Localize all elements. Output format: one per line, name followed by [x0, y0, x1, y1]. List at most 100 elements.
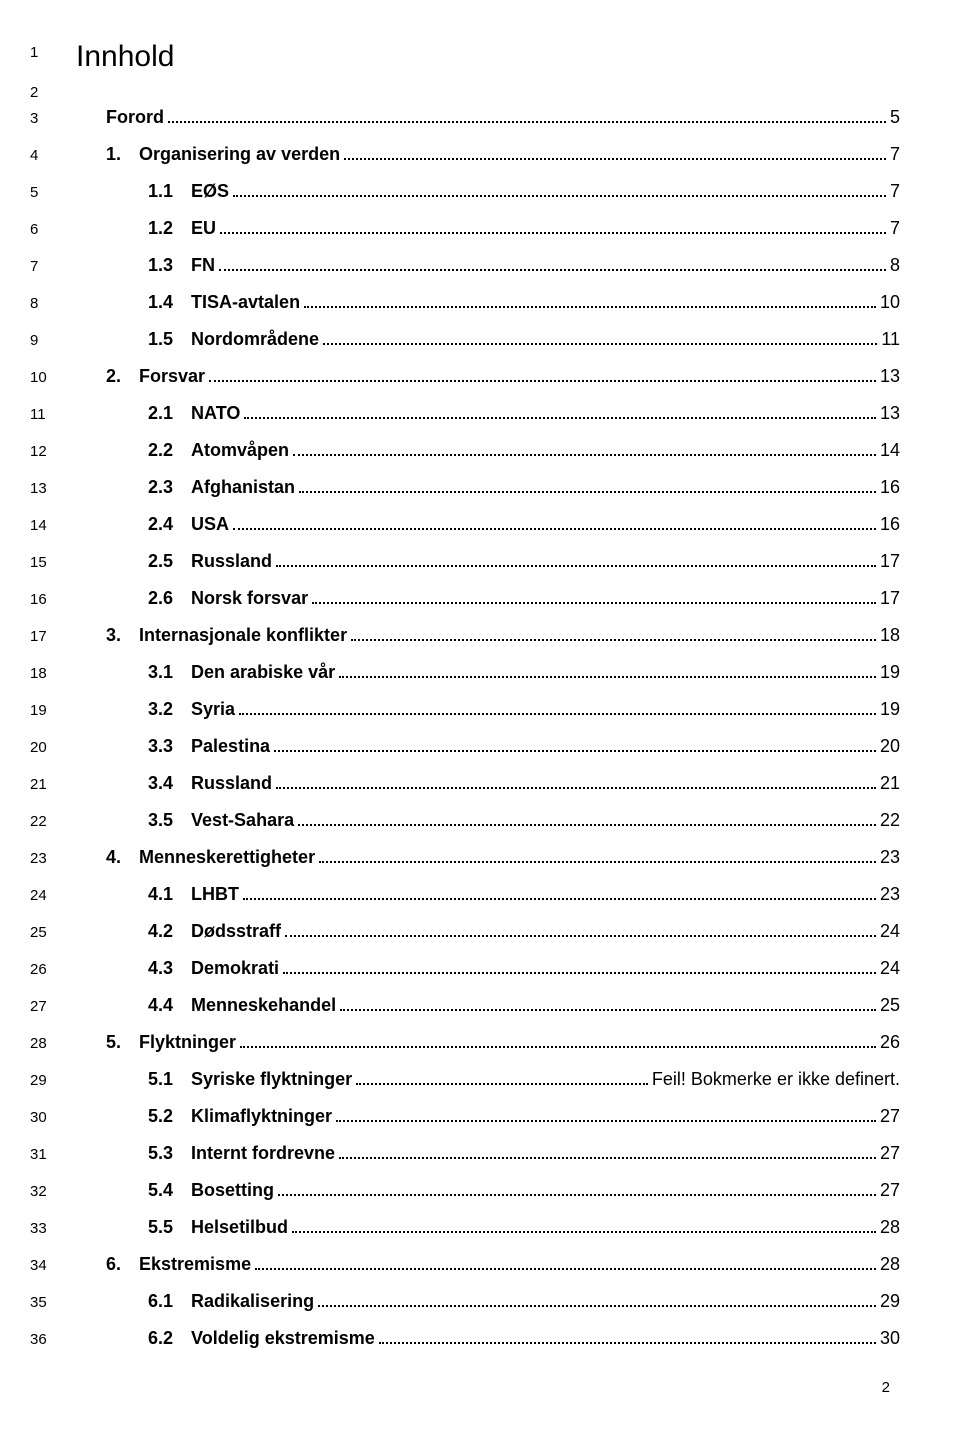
- toc-entry: 91.5Nordområdene11: [30, 329, 900, 350]
- toc-entry-label: Forsvar: [139, 366, 205, 387]
- toc-entry: 346.Ekstremisme28: [30, 1254, 900, 1275]
- toc-entry-label: Radikalisering: [191, 1291, 314, 1312]
- toc-page-ref: 30: [880, 1328, 900, 1349]
- toc-entry-number: 1.5: [148, 329, 173, 350]
- line-number: 3: [30, 110, 76, 127]
- toc-entry-number: 4.3: [148, 958, 173, 979]
- toc-page-ref: Feil! Bokmerke er ikke definert.: [652, 1069, 900, 1090]
- toc-entry-body: 1.1EØS7: [76, 181, 900, 202]
- line-number: 28: [30, 1035, 76, 1052]
- line-number: 8: [30, 295, 76, 312]
- toc-entry: 315.3 Internt fordrevne27: [30, 1143, 900, 1164]
- toc-entry: 285.Flyktninger26: [30, 1032, 900, 1053]
- toc-entry-body: 1.5Nordområdene11: [76, 329, 900, 350]
- toc-page-ref: 23: [880, 884, 900, 905]
- toc-entry: 254.2Dødsstraff24: [30, 921, 900, 942]
- toc-page-ref: 27: [880, 1106, 900, 1127]
- toc-entry-body: 5.2 Klimaflyktninger 27: [76, 1106, 900, 1127]
- line-number: 26: [30, 961, 76, 978]
- toc-entry-label: Russland: [191, 551, 272, 572]
- toc-page-ref: 16: [880, 514, 900, 535]
- toc-entry-body: 5.1 Syriske flyktninger Feil! Bokmerke er …: [76, 1069, 900, 1090]
- toc-entry: 305.2Klimaflyktninger27: [30, 1106, 900, 1127]
- toc-page-ref: 28: [880, 1217, 900, 1238]
- toc-entry: 162.6Norsk forsvar17: [30, 588, 900, 609]
- toc-entry: 81.4TISA-avtalen10: [30, 292, 900, 313]
- toc-entry-label: Klimaflyktninger: [191, 1106, 332, 1127]
- toc-leader-dots: [340, 1009, 876, 1011]
- toc-entry-label: Syria: [191, 699, 235, 720]
- toc-entry-body: 2.5Russland17: [76, 551, 900, 572]
- toc-entry-number: 5.4: [148, 1180, 173, 1201]
- toc-entry: 102.Forsvar13: [30, 366, 900, 387]
- toc-page-ref: 29: [880, 1291, 900, 1312]
- toc-page-ref: 22: [880, 810, 900, 831]
- line-number: 9: [30, 332, 76, 349]
- toc-entry-label: Syriske flyktninger: [191, 1069, 352, 1090]
- toc-page-ref: 7: [890, 218, 900, 239]
- line-number: 4: [30, 147, 76, 164]
- line-number: 19: [30, 702, 76, 719]
- toc-entry-label: Internasjonale konflikter: [139, 625, 347, 646]
- toc-entry-body: 5.5Helsetilbud28: [76, 1217, 900, 1238]
- toc-leader-dots: [379, 1342, 876, 1344]
- line-number: 25: [30, 924, 76, 941]
- toc-leader-dots: [209, 380, 876, 382]
- toc-leader-dots: [336, 1120, 876, 1122]
- toc-entry: 203.3Palestina20: [30, 736, 900, 757]
- toc-entry-number: 6.1: [148, 1291, 173, 1312]
- line-number: 10: [30, 369, 76, 386]
- toc-entry-body: 3.4Russland21: [76, 773, 900, 794]
- toc-entry: 223.5Vest-Sahara22: [30, 810, 900, 831]
- toc-entry-number: 1.3: [148, 255, 173, 276]
- toc-entry: 356.1Radikalisering29: [30, 1291, 900, 1312]
- toc-entry: 142.4USA16: [30, 514, 900, 535]
- toc-leader-dots: [255, 1268, 876, 1270]
- toc-page-ref: 16: [880, 477, 900, 498]
- toc-entry-body: 6.Ekstremisme28: [76, 1254, 900, 1275]
- line-number: 29: [30, 1072, 76, 1089]
- page-title: Innhold: [76, 40, 174, 74]
- toc-entry-number: 5.2: [148, 1106, 173, 1127]
- toc-entry-number: 3.4: [148, 773, 173, 794]
- line-number: 2: [30, 80, 76, 101]
- line-number: 11: [30, 406, 76, 423]
- toc-page-ref: 14: [880, 440, 900, 461]
- toc-entry-number: 1.4: [148, 292, 173, 313]
- toc-leader-dots: [339, 1157, 876, 1159]
- blank-row: 2: [30, 80, 900, 101]
- title-row: 1 Innhold: [30, 40, 900, 74]
- toc-entry: 193.2Syria19: [30, 699, 900, 720]
- toc-entry-label: Den arabiske vår: [191, 662, 335, 683]
- toc-entry-label: Afghanistan: [191, 477, 295, 498]
- toc-entry: 51.1EØS7: [30, 181, 900, 202]
- toc-page-ref: 7: [890, 181, 900, 202]
- toc-entry-label: Palestina: [191, 736, 270, 757]
- toc-entry-number: 5.1: [148, 1069, 173, 1090]
- toc-page-ref: 19: [880, 662, 900, 683]
- toc-entry: 325.4Bosetting27: [30, 1180, 900, 1201]
- toc-leader-dots: [283, 972, 876, 974]
- toc-page-ref: 13: [880, 366, 900, 387]
- toc-leader-dots: [219, 269, 886, 271]
- line-number: 13: [30, 480, 76, 497]
- toc-leader-dots: [243, 898, 876, 900]
- toc-entry-number: 3.3: [148, 736, 173, 757]
- toc-entry-label: Demokrati: [191, 958, 279, 979]
- toc-entry: 234.Menneskerettigheter23: [30, 847, 900, 868]
- toc-leader-dots: [298, 824, 876, 826]
- line-number: 33: [30, 1220, 76, 1237]
- toc-page-ref: 11: [881, 329, 900, 350]
- line-number: 16: [30, 591, 76, 608]
- toc-page-ref: 13: [880, 403, 900, 424]
- toc-entry-number: 4.1: [148, 884, 173, 905]
- toc-leader-dots: [344, 158, 886, 160]
- toc-entry: 366.2Voldelig ekstremisme30: [30, 1328, 900, 1349]
- toc-entry-number: 3.: [106, 625, 121, 646]
- toc-entry-number: 3.5: [148, 810, 173, 831]
- toc-entry-body: 5.Flyktninger26: [76, 1032, 900, 1053]
- toc-entry-number: 4.4: [148, 995, 173, 1016]
- toc-entry-body: 1.4TISA-avtalen10: [76, 292, 900, 313]
- toc-leader-dots: [323, 343, 877, 345]
- line-number: 20: [30, 739, 76, 756]
